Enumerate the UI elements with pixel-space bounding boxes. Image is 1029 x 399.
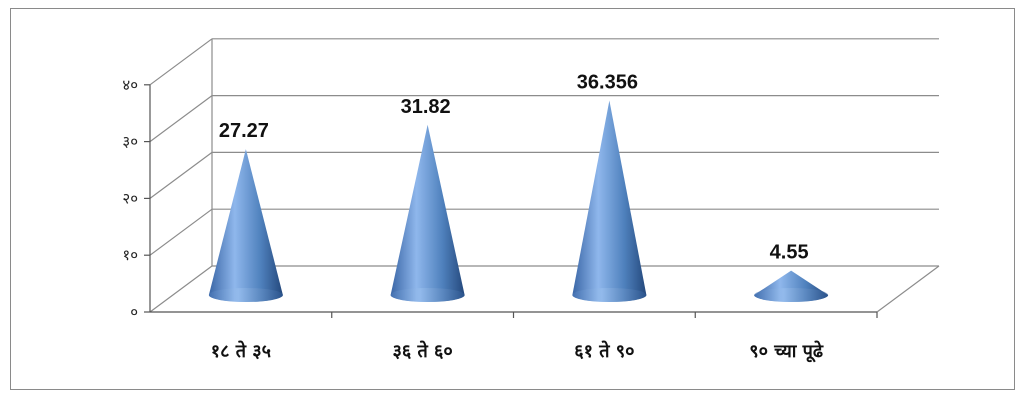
grid-diagonal (149, 208, 213, 256)
data-label: 4.55 (770, 242, 809, 264)
cone-bar (208, 149, 283, 303)
data-label: 36.356 (577, 71, 638, 93)
y-tick-label: ३० (122, 133, 138, 151)
cone-bar (754, 270, 829, 303)
y-tick-label: ४० (122, 76, 138, 94)
category-label: ९० च्या पूढे (749, 340, 824, 363)
cone-base (754, 288, 829, 302)
y-tick-label: २० (122, 189, 138, 207)
y-tick-labels: ० १० २० ३० ४० (122, 76, 138, 321)
category-label: १८ ते ३५ (211, 340, 271, 362)
category-label: ६१ ते ९० (574, 340, 634, 362)
cone-base (572, 288, 647, 302)
y-tick-label: ० (130, 303, 138, 321)
gridlines (149, 38, 940, 313)
cone-body (572, 100, 647, 303)
category-labels: १८ ते ३५ ३६ ते ६० ६१ ते ९० ९० च्या पूढे (211, 340, 824, 363)
cones (208, 100, 829, 303)
cone-body (208, 149, 283, 303)
grid-diagonal (149, 265, 213, 313)
grid-diagonal (149, 95, 213, 143)
category-label: ३६ ते ६० (393, 340, 453, 362)
grid-diagonal (149, 38, 213, 86)
cone-body (390, 124, 465, 303)
y-tick-label: १० (122, 246, 138, 264)
grid-diagonal (149, 151, 213, 199)
axes (144, 84, 878, 318)
cone-base (208, 288, 283, 302)
cone-base (390, 288, 465, 302)
data-labels: 27.27 31.82 36.356 4.55 (219, 71, 809, 263)
data-label: 27.27 (219, 120, 269, 142)
chart-frame (10, 8, 1015, 390)
floor-right-edge (876, 265, 940, 313)
cone-bar (390, 124, 465, 303)
cone-bar (572, 100, 647, 303)
data-label: 31.82 (401, 96, 451, 118)
